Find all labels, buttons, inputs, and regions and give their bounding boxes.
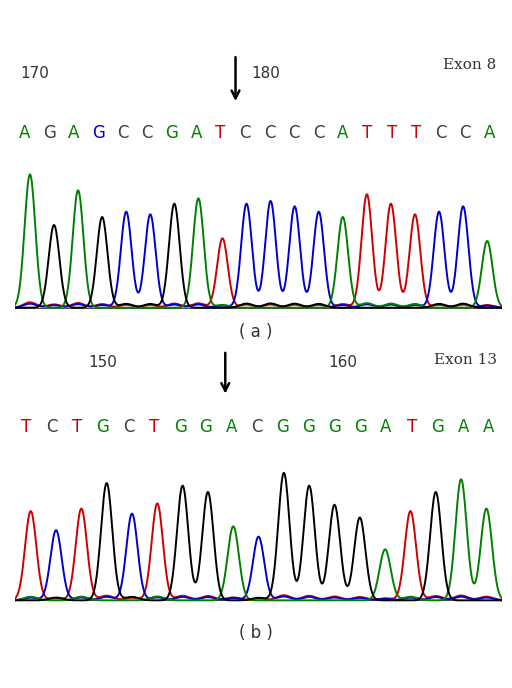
Text: C: C bbox=[239, 124, 251, 142]
Text: C: C bbox=[435, 124, 446, 142]
Text: T: T bbox=[72, 418, 82, 436]
Text: C: C bbox=[251, 418, 263, 436]
Text: A: A bbox=[483, 418, 495, 436]
Text: T: T bbox=[216, 124, 226, 142]
Text: A: A bbox=[337, 124, 349, 142]
Text: C: C bbox=[141, 124, 153, 142]
Text: G: G bbox=[199, 418, 212, 436]
Text: C: C bbox=[288, 124, 300, 142]
Text: T: T bbox=[407, 418, 417, 436]
Text: C: C bbox=[313, 124, 324, 142]
Text: 150: 150 bbox=[88, 356, 117, 370]
Text: T: T bbox=[149, 418, 159, 436]
Text: G: G bbox=[92, 124, 105, 142]
Text: G: G bbox=[174, 418, 186, 436]
Text: Exon 8: Exon 8 bbox=[443, 58, 497, 72]
Text: A: A bbox=[484, 124, 495, 142]
Text: A: A bbox=[190, 124, 202, 142]
Text: ( b ): ( b ) bbox=[239, 624, 273, 643]
Text: A: A bbox=[457, 418, 469, 436]
Text: G: G bbox=[276, 418, 289, 436]
Text: A: A bbox=[19, 124, 31, 142]
Text: A: A bbox=[380, 418, 392, 436]
Text: G: G bbox=[328, 418, 341, 436]
Text: C: C bbox=[123, 418, 134, 436]
Text: C: C bbox=[117, 124, 129, 142]
Text: T: T bbox=[362, 124, 372, 142]
Text: C: C bbox=[264, 124, 275, 142]
Text: A: A bbox=[68, 124, 79, 142]
Text: G: G bbox=[43, 124, 56, 142]
Text: C: C bbox=[46, 418, 57, 436]
Text: ( a ): ( a ) bbox=[239, 323, 273, 341]
Text: 170: 170 bbox=[20, 66, 49, 81]
Text: Exon 13: Exon 13 bbox=[434, 353, 497, 367]
Text: G: G bbox=[354, 418, 367, 436]
Text: G: G bbox=[302, 418, 315, 436]
Text: G: G bbox=[96, 418, 109, 436]
Text: T: T bbox=[20, 418, 31, 436]
Text: A: A bbox=[226, 418, 237, 436]
Text: T: T bbox=[387, 124, 397, 142]
Text: 180: 180 bbox=[251, 66, 280, 81]
Text: C: C bbox=[459, 124, 471, 142]
Text: G: G bbox=[431, 418, 444, 436]
Text: T: T bbox=[411, 124, 421, 142]
Text: 160: 160 bbox=[329, 356, 357, 370]
Text: G: G bbox=[165, 124, 178, 142]
